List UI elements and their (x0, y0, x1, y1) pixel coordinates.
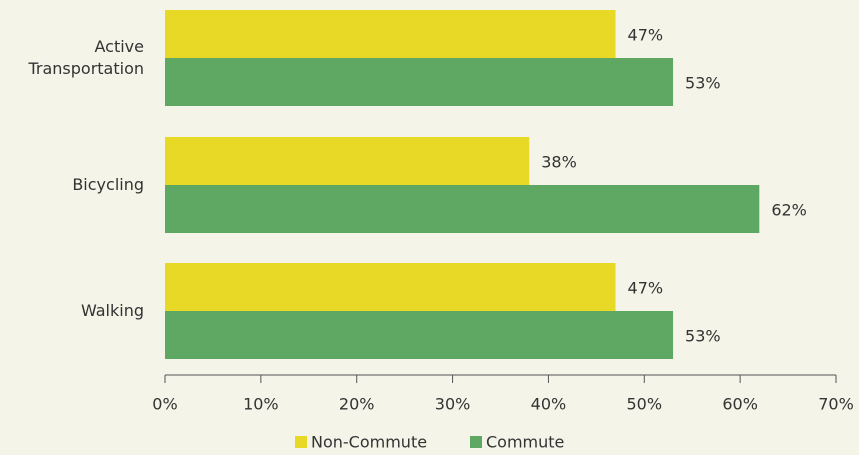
category-label: Walking (80, 301, 144, 320)
value-label: 53% (685, 327, 721, 346)
value-label: 38% (541, 153, 577, 172)
bar (165, 185, 760, 233)
category-label: Active Transportation (28, 37, 144, 78)
value-label: 47% (628, 279, 664, 298)
x-tick-label: 0% (152, 395, 177, 414)
x-tick-label: 70% (818, 395, 854, 414)
legend-swatch (470, 436, 482, 448)
value-label: 62% (771, 201, 807, 220)
category-label: Bicycling (72, 175, 144, 194)
value-label: 53% (685, 74, 721, 93)
value-label: 47% (628, 26, 664, 45)
x-tick-label: 60% (722, 395, 758, 414)
bar (165, 137, 530, 185)
x-tick-label: 30% (435, 395, 471, 414)
bar (165, 311, 674, 359)
bar (165, 263, 616, 311)
x-tick-label: 20% (339, 395, 375, 414)
x-tick-label: 50% (627, 395, 663, 414)
bar (165, 10, 616, 58)
x-tick-label: 10% (243, 395, 279, 414)
legend-label: Commute (486, 433, 564, 452)
legend-swatch (295, 436, 307, 448)
bar (165, 58, 674, 106)
legend-label: Non-Commute (311, 433, 427, 452)
x-tick-label: 40% (531, 395, 567, 414)
